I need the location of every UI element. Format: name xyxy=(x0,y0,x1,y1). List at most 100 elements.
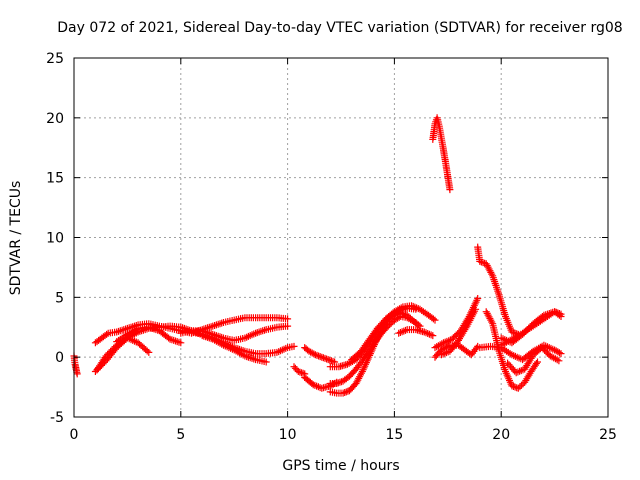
data-point xyxy=(143,347,151,355)
data-point xyxy=(314,383,322,391)
x-tick-label: 20 xyxy=(492,427,510,443)
data-point xyxy=(384,322,392,330)
data-point xyxy=(443,349,450,357)
data-point xyxy=(424,330,432,337)
data-point xyxy=(177,339,185,347)
data-point xyxy=(445,337,453,345)
x-tick-label: 5 xyxy=(176,427,185,443)
series-track-08 xyxy=(198,332,270,366)
data-point xyxy=(472,305,480,313)
x-tick-label: 0 xyxy=(70,427,79,443)
data-point xyxy=(410,318,418,325)
x-tick-label: 15 xyxy=(385,427,403,443)
series-track-21 xyxy=(474,243,522,338)
series-track-26 xyxy=(497,308,565,349)
data-point xyxy=(104,350,112,358)
series-track-16 xyxy=(395,326,437,340)
y-tick-label: -5 xyxy=(50,410,64,426)
data-point xyxy=(517,367,525,375)
data-point xyxy=(225,344,233,352)
data-point xyxy=(557,313,565,320)
data-point xyxy=(429,332,437,340)
data-point xyxy=(397,304,405,312)
x-tick-label: 10 xyxy=(279,427,297,443)
data-point xyxy=(278,346,286,354)
data-point xyxy=(409,302,417,310)
data-point xyxy=(284,315,292,323)
data-point xyxy=(411,303,419,311)
series-track-23 xyxy=(476,341,565,364)
data-point xyxy=(386,321,394,329)
series-track-01 xyxy=(70,352,81,378)
series-track-17 xyxy=(429,114,454,194)
data-point xyxy=(284,322,292,330)
series-track-05 xyxy=(113,323,185,347)
data-point xyxy=(145,348,153,356)
data-point xyxy=(440,339,447,347)
data-point xyxy=(553,356,561,364)
data-point xyxy=(514,384,522,392)
data-point xyxy=(555,357,563,365)
y-tick-label: 25 xyxy=(46,51,64,67)
data-point xyxy=(555,311,563,319)
x-tick-label: 25 xyxy=(599,427,617,443)
y-tick-label: 0 xyxy=(55,350,64,366)
data-points xyxy=(70,114,565,397)
data-point xyxy=(107,347,115,355)
series-track-24 xyxy=(504,344,563,377)
y-tick-label: 5 xyxy=(55,290,64,306)
data-point xyxy=(514,368,522,376)
data-point xyxy=(488,270,496,278)
data-point xyxy=(439,350,447,358)
series-track-15 xyxy=(348,302,439,364)
series-track-22 xyxy=(482,308,541,392)
series-track-10 xyxy=(301,344,339,366)
data-point xyxy=(427,331,435,339)
series-track-13 xyxy=(326,313,420,387)
data-point xyxy=(431,316,439,324)
data-point xyxy=(262,358,270,366)
data-point xyxy=(108,346,116,354)
data-point xyxy=(396,329,404,336)
data-point xyxy=(446,186,454,194)
chart-title: Day 072 of 2021, Sidereal Day-to-day VTE… xyxy=(57,20,622,36)
data-point xyxy=(441,338,449,346)
data-point xyxy=(243,333,251,341)
data-point xyxy=(110,344,118,352)
y-tick-label: 20 xyxy=(46,111,64,127)
data-point xyxy=(516,383,524,391)
data-point xyxy=(387,319,395,327)
series-track-20 xyxy=(437,305,480,359)
data-point xyxy=(412,319,420,326)
data-point xyxy=(516,367,524,375)
data-point xyxy=(290,342,298,350)
data-point xyxy=(408,302,415,310)
data-point xyxy=(532,360,540,367)
data-point xyxy=(422,329,430,337)
data-point xyxy=(420,328,428,336)
y-tick-label: 15 xyxy=(46,171,64,187)
data-point xyxy=(311,381,319,389)
y-axis-label: SDTVAR / TECUs xyxy=(8,181,24,296)
data-point xyxy=(557,350,565,358)
y-tick-label: 10 xyxy=(46,231,64,247)
data-point xyxy=(398,328,406,336)
data-point xyxy=(400,327,408,335)
data-point xyxy=(413,304,421,312)
data-point xyxy=(488,318,496,326)
data-point xyxy=(534,358,541,366)
data-point xyxy=(127,336,135,344)
axis-ticks: 0 5 10 15 20 25 -5 0 5 10 15 20 25 xyxy=(46,51,617,443)
data-point xyxy=(310,350,318,358)
data-point xyxy=(402,326,409,334)
data-point xyxy=(545,344,553,352)
data-point xyxy=(73,370,81,378)
data-point xyxy=(555,349,563,357)
data-point xyxy=(395,329,403,337)
data-point xyxy=(103,330,111,338)
data-point xyxy=(416,322,424,330)
data-point xyxy=(309,381,317,389)
data-point xyxy=(512,369,520,377)
series-track-04 xyxy=(94,334,153,373)
data-point xyxy=(105,349,113,357)
